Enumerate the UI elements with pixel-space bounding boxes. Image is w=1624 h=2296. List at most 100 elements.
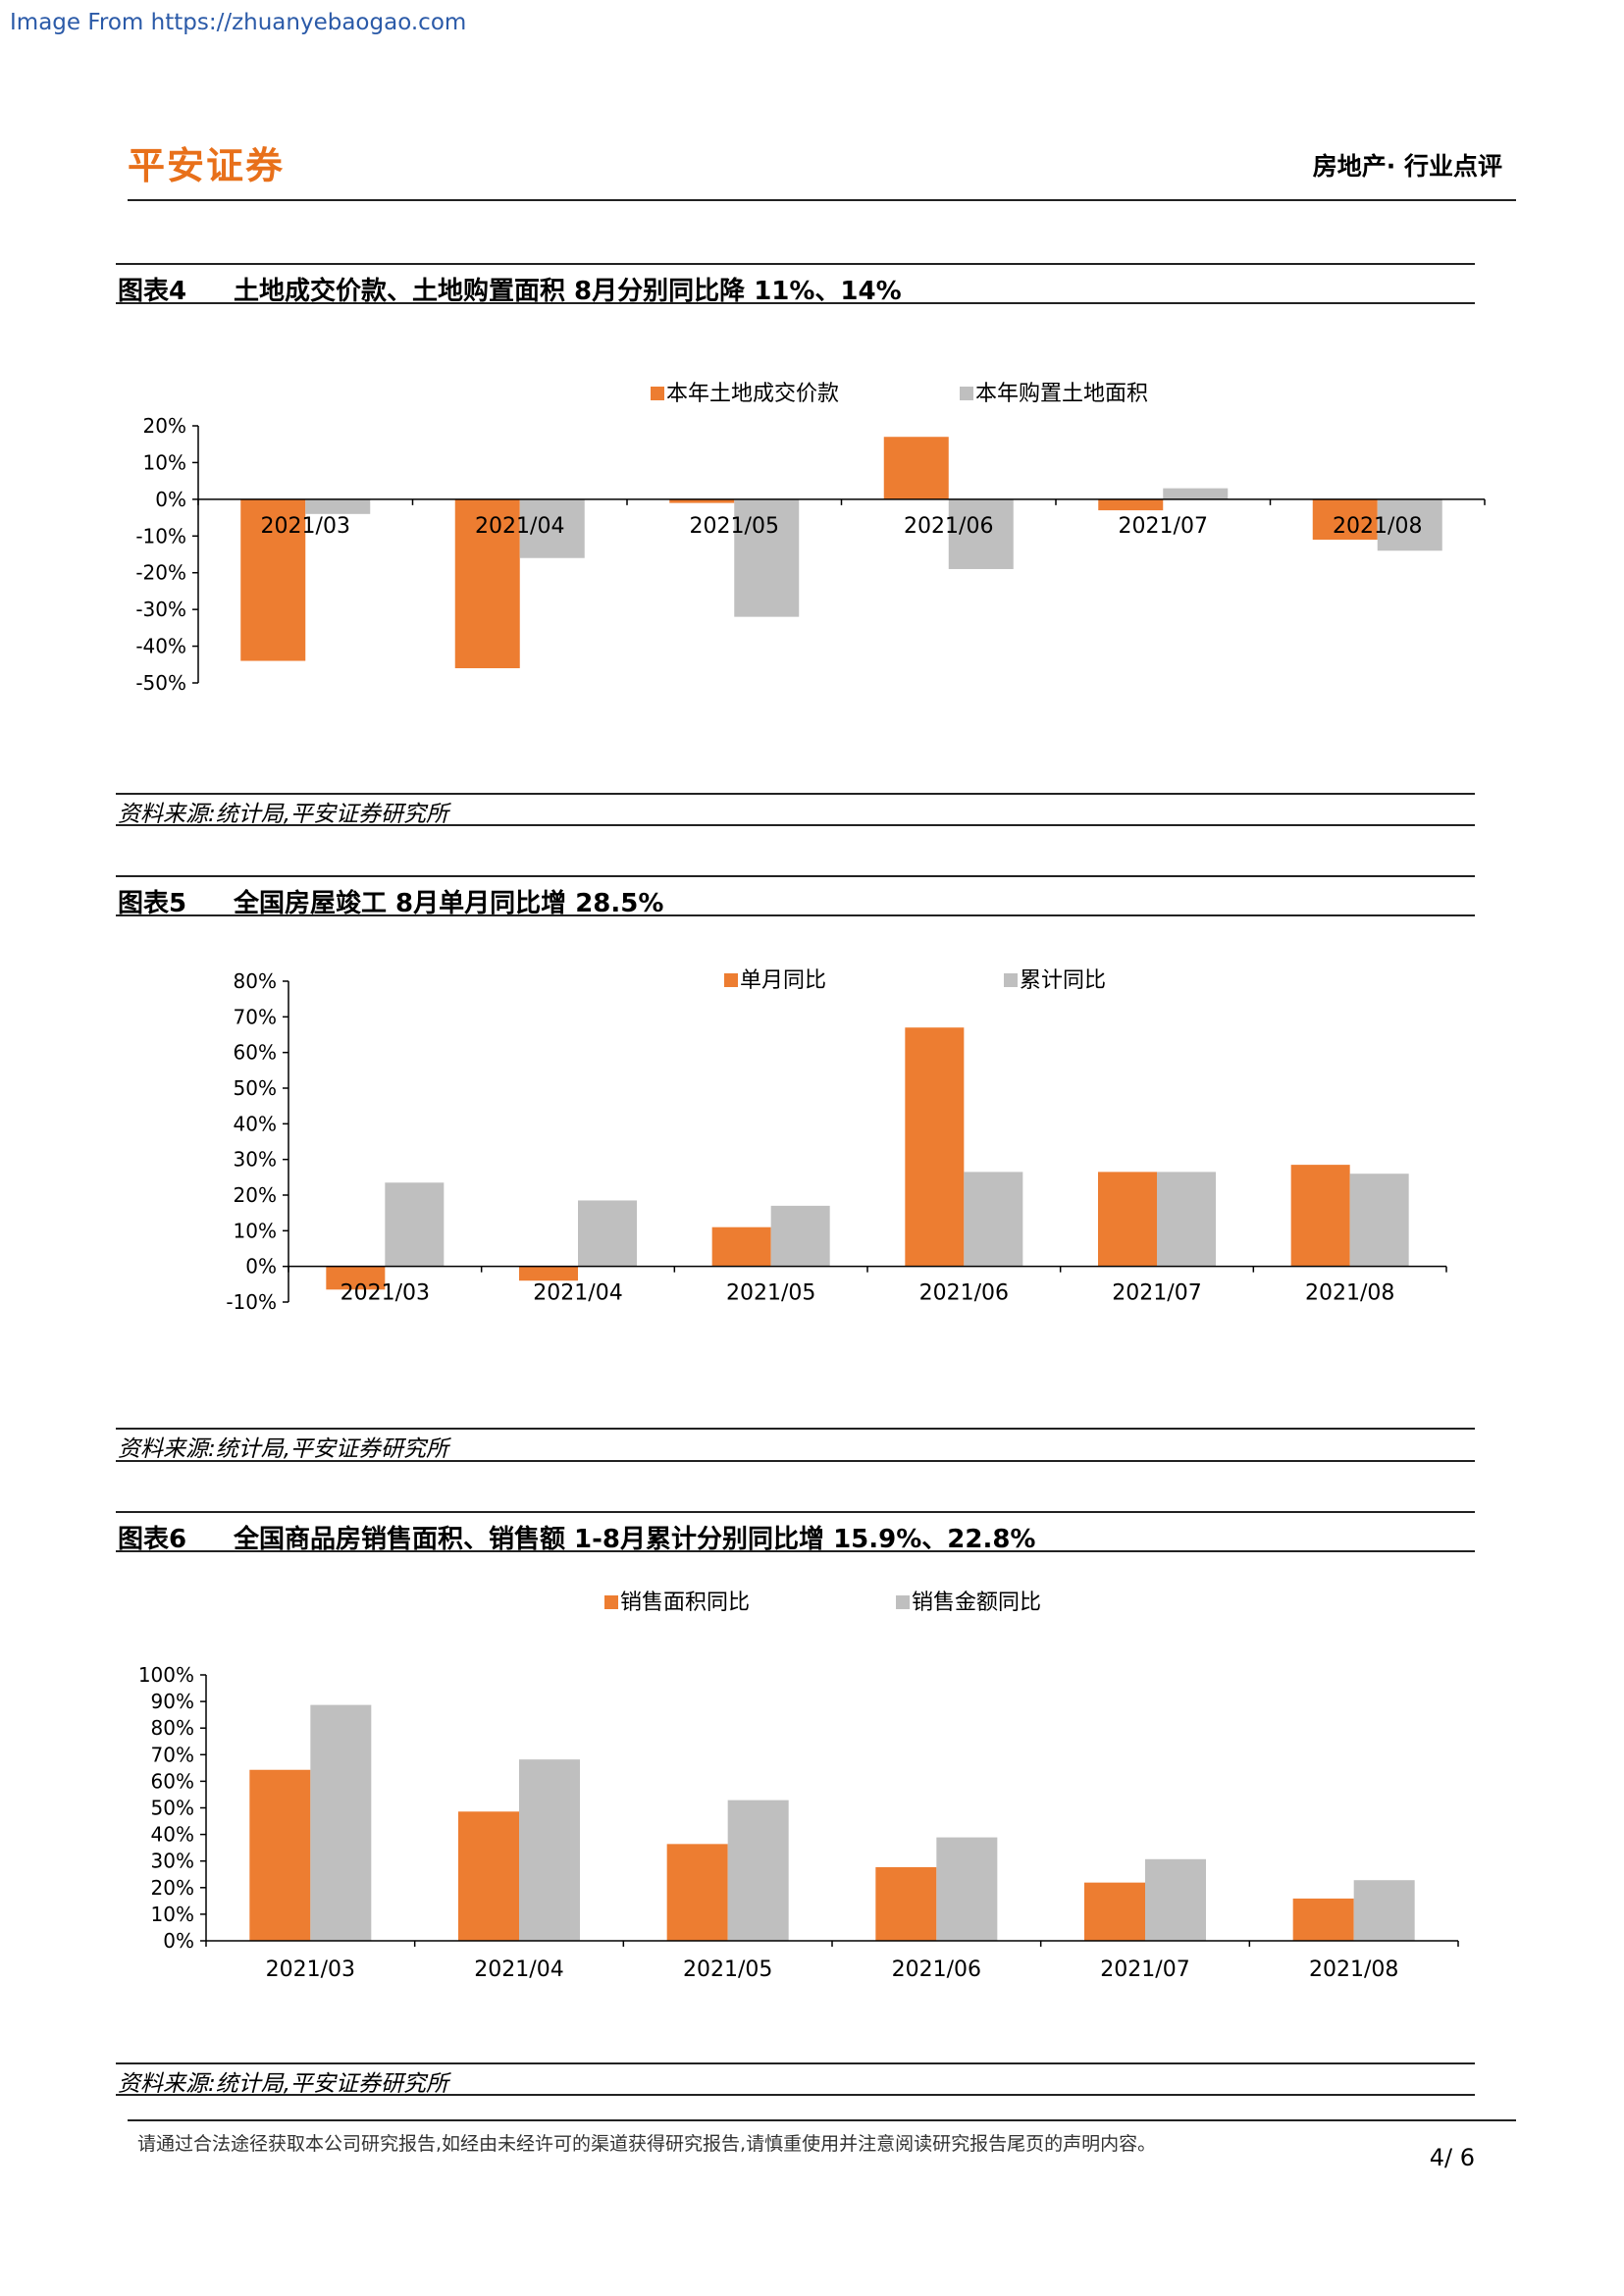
header-divider <box>128 199 1516 201</box>
legend-label: 本年土地成交价款 <box>666 382 839 406</box>
bar-series2 <box>948 498 1014 569</box>
figure-caption: 土地成交价款、土地购置面积 8月分别同比降 11%、14% <box>234 277 902 306</box>
figure-caption: 全国房屋竣工 8月单月同比增 28.5% <box>234 889 664 918</box>
y-tick-label: 80% <box>234 969 277 993</box>
y-tick-label: 90% <box>151 1690 194 1713</box>
figure-number: 图表4 <box>118 277 187 306</box>
x-tick-label: 2021/04 <box>533 1281 622 1306</box>
bar-series1 <box>454 498 520 669</box>
bar-series2 <box>1349 1174 1409 1267</box>
y-tick-label: 80% <box>151 1716 194 1740</box>
bar-series1 <box>1098 498 1164 511</box>
x-tick-label: 2021/07 <box>1119 514 1208 539</box>
figure-top-rule <box>116 875 1475 877</box>
y-tick-label: 50% <box>151 1797 194 1820</box>
x-tick-label: 2021/04 <box>475 514 564 539</box>
x-tick-label: 2021/03 <box>261 514 350 539</box>
bar-series1 <box>669 498 735 503</box>
y-tick-label: 0% <box>155 488 186 511</box>
bar-series2 <box>385 1182 445 1267</box>
y-tick-label: 0% <box>245 1255 277 1278</box>
figure-title: 图表5 全国房屋竣工 8月单月同比增 28.5% <box>118 883 663 919</box>
brand-logo: 平安证券 <box>128 144 286 187</box>
source-top-rule <box>116 793 1475 795</box>
x-tick-label: 2021/06 <box>892 1957 981 1982</box>
figure-source: 资料来源:统计局,平安证券研究所 <box>118 1436 449 1462</box>
y-tick-label: -20% <box>135 561 186 585</box>
bar-series2 <box>1163 488 1229 499</box>
disclaimer-text: 请通过合法途径获取本公司研究报告,如经由未经许可的渠道获得研究报告,请慎重使用并… <box>137 2133 1157 2155</box>
x-tick-label: 2021/05 <box>726 1281 815 1306</box>
legend-label: 销售面积同比 <box>620 1591 750 1615</box>
y-tick-label: 40% <box>151 1823 194 1847</box>
figure-top-rule <box>116 263 1475 265</box>
source-bottom-rule <box>116 2094 1475 2096</box>
y-tick-label: 10% <box>143 450 186 474</box>
y-tick-label: -10% <box>135 524 186 548</box>
bar-series1 <box>1312 498 1378 541</box>
y-tick-label: -50% <box>135 671 186 695</box>
figure-top-rule <box>116 1511 1475 1513</box>
legend-swatch <box>896 1595 910 1609</box>
legend-swatch <box>604 1595 618 1609</box>
bar-series1 <box>326 1266 386 1290</box>
bar-series2 <box>936 1837 998 1941</box>
bar-series2 <box>519 1759 580 1941</box>
footer-divider <box>128 2119 1516 2121</box>
y-tick-label: 50% <box>234 1076 277 1100</box>
figure-title: 图表6 全国商品房销售面积、销售额 1-8月累计分别同比增 15.9%、22.8% <box>118 1519 1035 1555</box>
source-top-rule <box>116 1428 1475 1430</box>
figure-title-rule <box>116 914 1475 916</box>
bar-series2 <box>1145 1858 1206 1941</box>
y-tick-label: 60% <box>151 1769 194 1793</box>
bar-series1 <box>666 1844 728 1941</box>
bar-series1 <box>240 498 306 661</box>
y-tick-label: 30% <box>151 1850 194 1873</box>
y-tick-label: 40% <box>234 1112 277 1135</box>
x-tick-label: 2021/05 <box>683 1957 772 1982</box>
x-tick-label: 2021/08 <box>1305 1281 1394 1306</box>
y-tick-label: -40% <box>135 635 186 658</box>
source-bottom-rule <box>116 1460 1475 1462</box>
bar-series1 <box>519 1266 578 1281</box>
y-tick-label: 70% <box>151 1743 194 1766</box>
bar-series2 <box>578 1200 637 1267</box>
legend-swatch <box>724 973 738 987</box>
figure-source: 资料来源:统计局,平安证券研究所 <box>118 802 449 827</box>
y-tick-label: 20% <box>143 414 186 438</box>
figure-title-rule <box>116 1550 1475 1552</box>
y-tick-label: 70% <box>234 1005 277 1028</box>
legend-label: 本年购置土地面积 <box>975 382 1148 406</box>
figure-title-rule <box>116 302 1475 304</box>
x-tick-label: 2021/08 <box>1309 1957 1398 1982</box>
bar-series1 <box>458 1811 519 1941</box>
bar-series2 <box>519 498 585 558</box>
bar-series1 <box>711 1226 771 1267</box>
legend-swatch <box>1004 973 1018 987</box>
chart-sales: 100% 90% 80% 70% 60% 50% 40% 30% 20% 10% 0% 2021/03… <box>138 1591 1459 1982</box>
bar-series2 <box>1157 1172 1216 1267</box>
x-tick-label: 2021/07 <box>1112 1281 1201 1306</box>
bar-series1 <box>1098 1172 1157 1267</box>
y-tick-label: 60% <box>234 1041 277 1065</box>
x-tick-label: 2021/05 <box>690 514 779 539</box>
bar-series1 <box>249 1769 311 1941</box>
legend-label: 销售金额同比 <box>912 1591 1041 1615</box>
bar-series2 <box>727 1800 789 1941</box>
bar-series2 <box>734 498 800 617</box>
chart-completions: 80% 70% 60% 50% 40% 30% 20% 10% 0% -10% 2021/03 202… <box>226 968 1447 1314</box>
y-tick-label: -10% <box>226 1290 277 1314</box>
bar-series1 <box>1290 1165 1350 1267</box>
x-tick-label: 2021/03 <box>266 1957 355 1982</box>
bar-series2 <box>1377 498 1442 551</box>
y-tick-label: 20% <box>151 1876 194 1900</box>
x-tick-label: 2021/03 <box>341 1281 430 1306</box>
figure-caption: 全国商品房销售面积、销售额 1-8月累计分别同比增 15.9%、22.8% <box>234 1525 1036 1554</box>
y-tick-label: 10% <box>234 1219 277 1242</box>
y-tick-label: 30% <box>234 1148 277 1172</box>
bar-series1 <box>1084 1882 1145 1941</box>
bar-series1 <box>905 1027 965 1267</box>
bar-series1 <box>1292 1898 1354 1941</box>
y-tick-label: 10% <box>151 1903 194 1926</box>
source-bottom-rule <box>116 824 1475 826</box>
